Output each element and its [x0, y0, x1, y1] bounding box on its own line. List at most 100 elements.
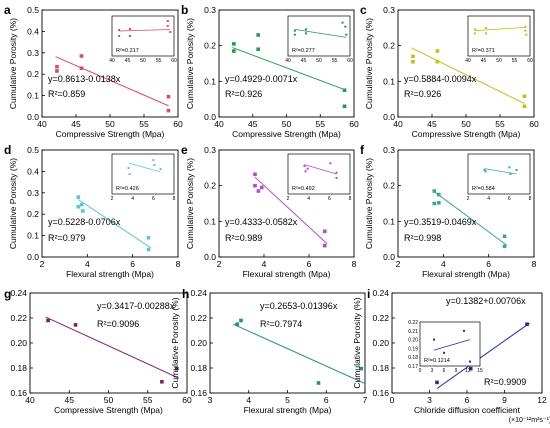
inset-data-point: [484, 27, 487, 29]
x-axis-label: Compressive Strength (Mpa): [54, 405, 163, 415]
inset-data-point: [515, 169, 518, 171]
panel-i: i 0 3 6 9 12 0.16 0.18 0.20 0.22 0.24 Chloride diff…: [352, 287, 550, 424]
inset-e: 2 4 6 8 R²=0.492: [287, 153, 352, 202]
inset-data-point: [473, 32, 476, 35]
inset-data-point: [306, 167, 309, 170]
x-tick-label: 55: [139, 119, 149, 129]
inset-data-point: [335, 177, 338, 179]
y-axis-label: Cumulative Porosity (%): [185, 18, 195, 109]
x-tick-label: 60: [182, 395, 192, 405]
panel-c: c 40 45 50 55 60 0.0 0.1 0.2 0.3 Compressive Stren…: [360, 3, 539, 139]
inset-data-point: [483, 169, 486, 171]
r-squared: R²=0.7974: [260, 319, 302, 329]
plot-frame: [218, 149, 355, 258]
inset-data-point: [152, 159, 155, 161]
panel-label: h: [182, 287, 189, 301]
data-point: [259, 185, 264, 190]
inset-x-tick-label: 8: [529, 196, 532, 202]
data-point: [256, 33, 260, 37]
inset-x-tick-label: 50: [316, 58, 322, 64]
data-point: [73, 323, 78, 327]
inset-r-squared: R²=0.217: [116, 48, 139, 54]
fit-line: [77, 199, 152, 249]
x-tick-label: 12: [537, 395, 547, 405]
data-point: [502, 234, 507, 239]
fit-equation: y=0.4929-0.0071x: [225, 74, 298, 84]
x-tick-label: 6: [307, 259, 312, 269]
inset-y-tick-label: 0.20: [408, 338, 418, 344]
inset-r-squared: R²=0.1214: [424, 358, 450, 364]
x-axis-label: Flexural strength (Mpa): [422, 269, 510, 279]
x-tick-label: 4: [85, 259, 90, 269]
data-point: [342, 104, 347, 109]
x-tick-label: 40: [393, 119, 403, 129]
x-tick-label: 50: [105, 119, 115, 129]
inset-y-tick-label: 0.18: [408, 355, 418, 361]
y-tick-label: 0.3: [27, 48, 39, 58]
inset-data-point: [433, 338, 435, 341]
inset-y-tick-label: 0.22: [408, 320, 418, 326]
inset-data-point: [159, 168, 162, 170]
plot-frame: [41, 149, 179, 258]
inset-x-tick-label: 2: [467, 196, 470, 202]
y-tick-label: 0.18: [190, 363, 207, 373]
inset-data-point: [127, 167, 130, 169]
x-tick-label: 45: [65, 395, 75, 405]
y-axis-label: Cumulative Porosity (%): [8, 158, 18, 249]
x-tick-label: 60: [349, 119, 359, 129]
x-tick-label: 0: [390, 395, 395, 405]
y-tick-label: 0.18: [372, 363, 389, 373]
fit-line: [233, 323, 366, 384]
inset-fit-line: [433, 339, 471, 351]
data-point: [432, 189, 437, 193]
inset-data-point: [345, 33, 348, 36]
y-tick-label: 0.0: [383, 252, 395, 262]
data-point: [174, 366, 179, 371]
y-tick-label: 0.2: [27, 69, 39, 79]
inset-x-tick-label: 6: [152, 196, 155, 202]
inset-x-tick-label: 45: [125, 58, 131, 64]
inset-c: 40 45 50 55 60 R²=0.371: [465, 15, 533, 64]
fit-equation: y=0.2653-0.01396x: [260, 301, 338, 311]
inset-b: 40 45 50 55 60 R²=0.277: [285, 15, 353, 64]
y-tick-label: 0.1: [383, 76, 395, 86]
data-point: [322, 243, 327, 248]
data-point: [239, 318, 243, 323]
x-tick-label: 3: [208, 395, 213, 405]
y-tick-label: 0.0: [383, 112, 395, 122]
panel-label: c: [360, 3, 367, 17]
inset-x-tick-label: 3: [431, 368, 434, 374]
data-point: [146, 235, 151, 240]
x-axis-label: Flexural strength (Mpa): [244, 405, 332, 415]
y-tick-label: 0.20: [372, 338, 389, 348]
x-tick-label: 8: [352, 259, 357, 269]
x-tick-label: 50: [461, 119, 471, 129]
inset-x-tick-label: 40: [465, 58, 471, 64]
x-tick-label: 60: [529, 119, 539, 129]
y-tick-label: 0.1: [204, 76, 216, 86]
x-tick-label: 50: [104, 395, 114, 405]
x-tick-label: 4: [262, 259, 267, 269]
inset-y-tick-label: 0.19: [408, 346, 418, 352]
x-tick-label: 55: [143, 395, 153, 405]
panel-b: b 40 45 50 55 60 0.0 0.1 0.2 0.3 Compressive Stren…: [181, 3, 359, 139]
y-tick-label: 0.1: [204, 216, 216, 226]
inset-data-point: [153, 164, 156, 166]
data-point: [316, 381, 321, 385]
inset-data-point: [443, 351, 445, 354]
inset-x-tick-label: 4: [131, 196, 134, 202]
data-point: [55, 69, 59, 73]
fit-line: [254, 176, 328, 244]
data-point: [437, 200, 441, 205]
inset-data-point: [524, 29, 527, 32]
data-point: [256, 189, 261, 193]
data-point: [359, 366, 363, 371]
data-point: [79, 202, 84, 207]
fit-equation: y=0.8613-0.0138x: [48, 74, 121, 84]
y-tick-label: 0.1: [383, 216, 395, 226]
inset-frame: [467, 153, 531, 195]
y-tick-label: 0.1: [27, 231, 39, 241]
data-point: [522, 104, 527, 109]
fit-line: [436, 322, 530, 389]
x-tick-label: 6: [486, 259, 491, 269]
